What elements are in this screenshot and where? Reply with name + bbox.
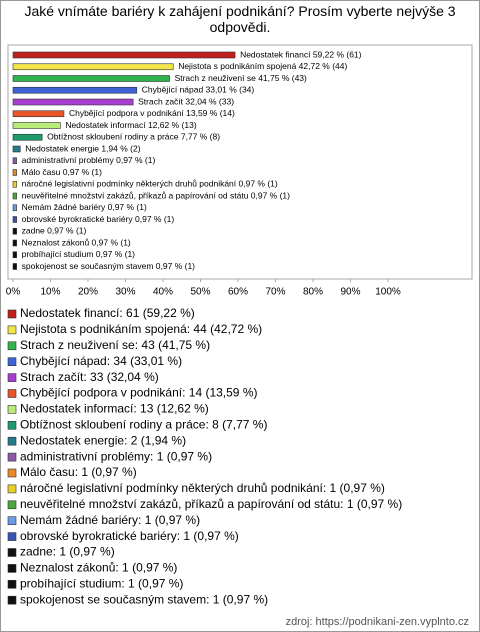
legend-label: Nejistota s podnikáním spojená: 44 (42,7… <box>20 322 262 336</box>
legend-swatch <box>7 548 17 557</box>
chart-title: Jaké vnímáte bariéry k zahájení podnikán… <box>24 3 456 35</box>
legend-label: náročné legislativní podmínky některých … <box>20 481 385 495</box>
legend-label: neuvěřitelné množství zakázů, příkazů a … <box>20 497 402 511</box>
bar-label: probíhající studium 0,97 % (1) <box>22 249 136 259</box>
bar-label: Neznalost zákonů 0,97 % (1) <box>22 237 131 247</box>
bar-label: Chybějící nápad 33,01 % (34) <box>142 85 255 95</box>
legend-label: Strach začít: 33 (32,04 %) <box>20 370 159 384</box>
source: zdroj: https://podnikani-zen.vyplnto.cz <box>286 616 469 628</box>
bar-label: obrovské byrokratické bariéry 0,97 % (1) <box>22 214 175 224</box>
bar <box>12 63 174 71</box>
bar <box>12 122 61 129</box>
legend-swatch <box>7 484 17 494</box>
legend-label: Neznalost zákonů: 1 (0,97 %) <box>20 561 177 575</box>
legend-label: zadne: 1 (0,97 %) <box>20 545 115 559</box>
x-tick-label: 90% <box>340 287 360 298</box>
bar <box>12 204 17 212</box>
legend-swatch <box>7 373 17 382</box>
bar-label: náročné legislativní podmínky některých … <box>22 179 278 189</box>
legend-label: Nemám žádné bariéry: 1 (0,97 %) <box>20 513 200 527</box>
legend-label: probíhající studium: 1 (0,97 %) <box>20 576 183 590</box>
x-tick-label: 60% <box>228 287 248 298</box>
x-tick-label: 50% <box>190 287 210 298</box>
legend-label: Málo času: 1 (0,97 %) <box>20 465 137 479</box>
bar-label: Nemám žádné bariéry 0,97 % (1) <box>22 202 147 212</box>
x-tick-label: 20% <box>78 287 98 298</box>
bar <box>12 180 17 188</box>
legend-swatch <box>7 420 17 430</box>
bar <box>12 169 17 176</box>
plot-frame <box>7 44 473 280</box>
legend-swatch <box>7 564 17 573</box>
legend-swatch <box>7 500 17 510</box>
legend-label: administrativní problémy: 1 (0,97 %) <box>20 449 212 463</box>
legend-label: Chybějící podpora v podnikání: 14 (13,59… <box>20 386 257 400</box>
bar-label: neuvěřitelné množství zakázů, příkazů a … <box>22 190 291 200</box>
bar <box>12 239 17 247</box>
bar-label: Málo času 0,97 % (1) <box>22 167 102 177</box>
legend-label: Nedostatek financí: 61 (59,22 %) <box>20 306 195 320</box>
legend-swatch <box>7 532 17 541</box>
bar-label: Nedostatek financí 59,22 % (61) <box>240 49 362 59</box>
legend-swatch <box>7 325 17 335</box>
legend-label: Strach z neuživení se: 43 (41,75 %) <box>20 338 210 352</box>
bar <box>12 251 17 259</box>
legend-label: Obtížnost skloubení rodiny a práce: 8 (7… <box>20 417 267 431</box>
x-tick-label: 40% <box>153 287 173 298</box>
bar-label: Chybějící podpora v podnikání 13,59 % (1… <box>69 108 235 118</box>
legend-swatch <box>7 405 17 414</box>
bar <box>12 98 134 106</box>
legend-swatch <box>7 516 17 526</box>
legend-swatch <box>7 436 17 446</box>
bar-label: Nejistota s podnikáním spojená 42,72 % (… <box>178 61 347 71</box>
bar-label: Obtížnost skloubení rodiny a práce 7,77 … <box>47 132 220 142</box>
x-tick-label: 10% <box>40 287 60 298</box>
legend-swatch <box>7 309 17 319</box>
bar <box>12 133 43 141</box>
legend-label: Nedostatek informací: 13 (12,62 %) <box>20 402 209 416</box>
legend-label: obrovské byrokratické bariéry: 1 (0,97 %… <box>20 529 239 543</box>
x-tick-label: 80% <box>303 287 323 298</box>
bar <box>12 263 17 270</box>
legend-swatch <box>7 595 17 605</box>
x-tick-label: 100% <box>375 287 401 298</box>
legend-label: spokojenost se současným stavem: 1 (0,97… <box>20 592 268 606</box>
bar-label: Nedostatek energie 1,94 % (2) <box>25 143 140 153</box>
legend-swatch <box>7 468 17 478</box>
bar <box>12 192 17 200</box>
legend-swatch <box>7 579 17 589</box>
bar <box>12 110 65 118</box>
bar-label: Strach začít 32,04 % (33) <box>138 96 234 106</box>
x-tick-label: 70% <box>265 287 285 298</box>
legend-label: Nedostatek energie: 2 (1,94 %) <box>20 433 186 447</box>
legend-swatch <box>7 389 17 398</box>
bar <box>12 86 138 94</box>
bar <box>12 227 17 235</box>
bar <box>12 216 17 223</box>
bar <box>12 51 236 59</box>
bar <box>12 75 170 82</box>
bar-label: zadne 0,97 % (1) <box>22 226 87 236</box>
x-tick-label: 30% <box>115 287 135 298</box>
legend-swatch <box>7 341 17 351</box>
bar-label: administrativní problémy 0,97 % (1) <box>22 155 156 165</box>
legend-label: Chybějící nápad: 34 (33,01 %) <box>20 354 182 368</box>
bar-label: spokojenost se současným stavem 0,97 % (… <box>22 261 196 271</box>
legend-swatch <box>7 452 17 462</box>
bar <box>12 157 17 165</box>
x-tick-label: 0% <box>6 287 21 298</box>
bar-label: Nedostatek informací 12,62 % (13) <box>65 120 197 130</box>
legend-swatch <box>7 357 17 367</box>
bar <box>12 145 21 153</box>
bar-label: Strach z neuživení se 41,75 % (43) <box>175 73 307 83</box>
